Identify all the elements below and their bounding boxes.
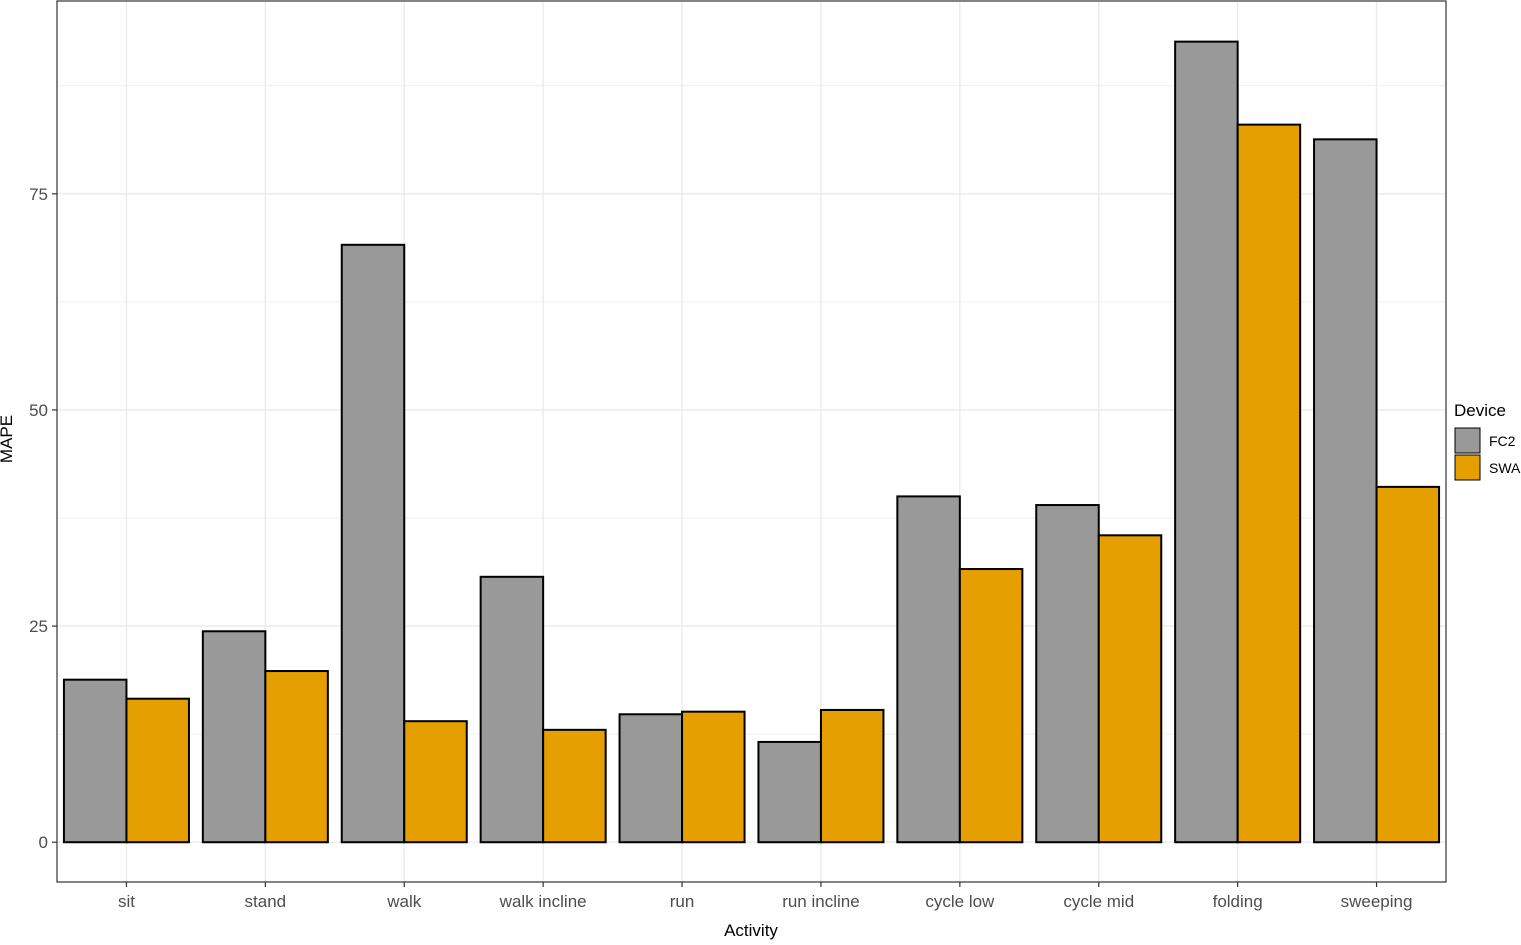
bar-swa-cycle-mid: [1097, 534, 1163, 844]
legend-title: Device: [1454, 401, 1506, 420]
y-tick-label: 0: [39, 833, 48, 852]
bar-swa-walk: [403, 720, 468, 844]
bar-swa-stand: [264, 670, 329, 844]
legend: Device FC2 SWA: [1454, 401, 1521, 481]
bar-fc2-run: [618, 713, 684, 844]
bar-fc2-sit: [62, 678, 128, 844]
bar-fc2-folding: [1174, 40, 1239, 844]
legend-key-swa: [1454, 454, 1481, 481]
x-tick-label: walk: [386, 892, 422, 911]
bar-fc2-run-incline: [757, 740, 822, 844]
bar-swa-run: [681, 710, 746, 844]
bar-fc2-stand: [201, 630, 267, 844]
x-tick-label: cycle mid: [1063, 892, 1134, 911]
panel-border: [56, 0, 1447, 883]
bar-fc2-cycle-mid: [1035, 504, 1100, 844]
axes: 0 25 50 75 sit stand walk walk incline run run in…: [29, 185, 1412, 911]
x-tick-label: run: [670, 892, 695, 911]
x-tick-label: sweeping: [1341, 892, 1413, 911]
legend-label-swa: SWA: [1489, 460, 1521, 476]
bar-swa-sit: [125, 697, 190, 844]
y-tick-label: 25: [29, 617, 48, 636]
bar-fc2-walk: [340, 243, 406, 844]
y-axis-title: MAPE: [0, 415, 16, 463]
x-tick-label: cycle low: [925, 892, 995, 911]
bar-fc2-walk-incline: [479, 575, 545, 844]
bar-swa-sweeping: [1375, 485, 1441, 844]
bar-fc2-cycle-low: [896, 495, 961, 844]
bar-fc2-sweeping: [1313, 138, 1378, 844]
x-tick-label: walk incline: [499, 892, 587, 911]
bar-swa-walk-incline: [542, 728, 607, 844]
bar-swa-cycle-low: [958, 568, 1024, 844]
y-tick-label: 75: [29, 185, 48, 204]
x-tick-label: sit: [118, 892, 135, 911]
x-tick-label: run incline: [782, 892, 860, 911]
x-tick-label: folding: [1213, 892, 1263, 911]
bar-swa-folding: [1236, 123, 1302, 844]
bars: [62, 40, 1441, 844]
legend-label-fc2: FC2: [1489, 433, 1516, 449]
x-axis-title: Activity: [724, 921, 778, 940]
y-tick-label: 50: [29, 401, 48, 420]
legend-key-fc2: [1454, 427, 1481, 454]
x-tick-label: stand: [245, 892, 287, 911]
bar-swa-run-incline: [819, 708, 885, 844]
